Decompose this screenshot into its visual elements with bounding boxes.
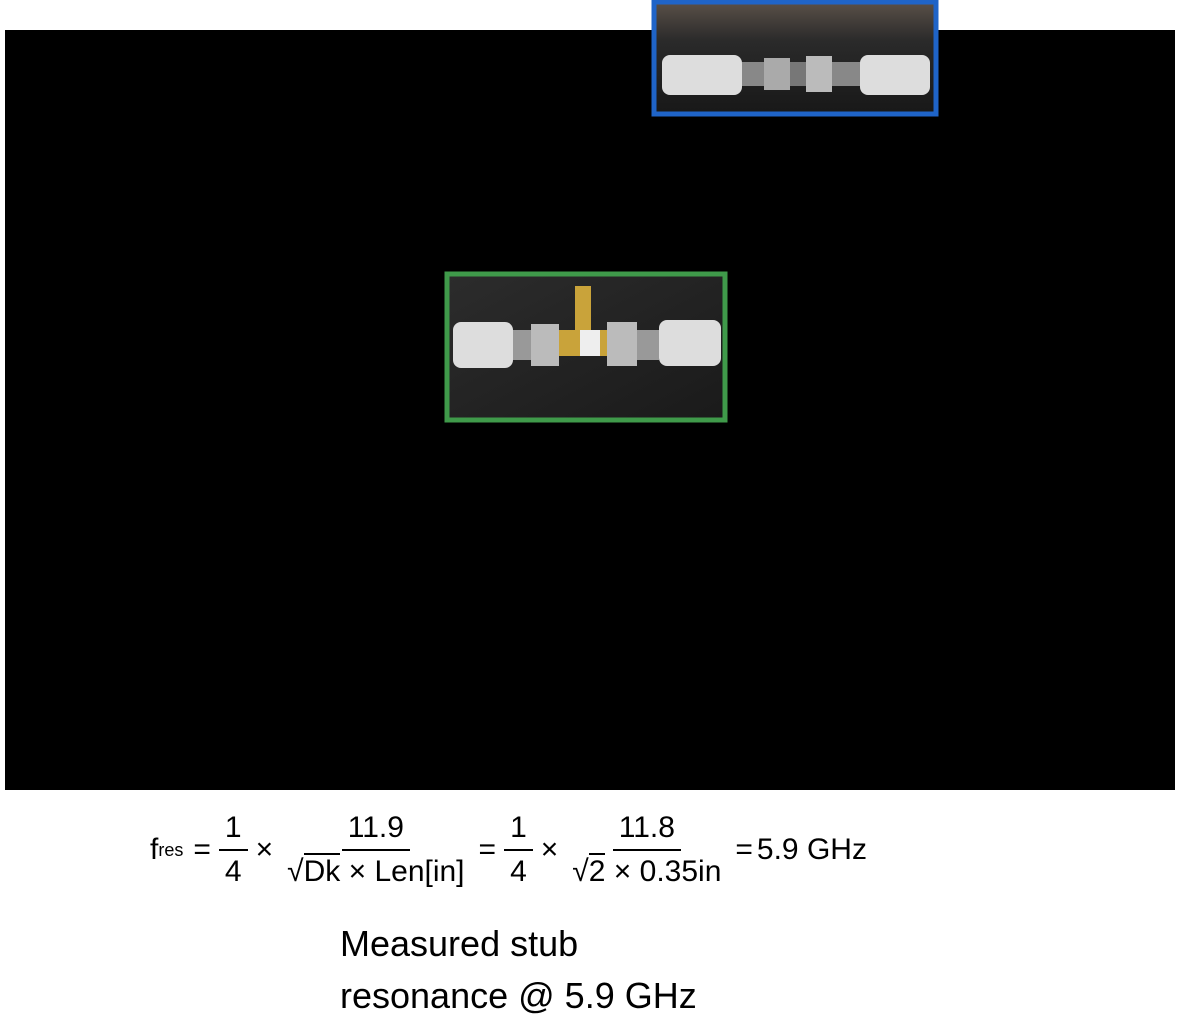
formula-times: × bbox=[540, 833, 559, 866]
formula-eq: = bbox=[478, 833, 497, 866]
root: √ bbox=[287, 855, 304, 888]
denominator: 4 bbox=[510, 855, 527, 888]
photo-inset-thru bbox=[651, 0, 939, 117]
fraction: 11.9 √Dk × Len[in] bbox=[281, 809, 470, 891]
caption: Measured stub resonance @ 5.9 GHz bbox=[340, 918, 697, 1022]
formula-sub: res bbox=[158, 839, 184, 860]
photo-inset-stub bbox=[444, 271, 728, 423]
formula-f: f bbox=[150, 833, 159, 866]
denominator: 4 bbox=[224, 855, 242, 888]
denominator-rest: × Len[in] bbox=[348, 855, 465, 888]
numerator: 1 bbox=[218, 809, 248, 851]
chart bbox=[5, 0, 1175, 790]
caption-line: resonance @ 5.9 GHz bbox=[340, 975, 697, 1016]
formula-times: × bbox=[255, 833, 274, 866]
radicand: Dk bbox=[303, 853, 341, 888]
denominator-rest: × 0.35in bbox=[613, 855, 722, 888]
numerator: 1 bbox=[504, 809, 533, 851]
denominator: √Dk × Len[in] bbox=[281, 851, 470, 891]
numerator: 11.8 bbox=[612, 809, 681, 851]
radicand: 2 bbox=[588, 853, 606, 888]
denominator: √2 × 0.35in bbox=[566, 851, 727, 891]
caption-line: Measured stub bbox=[340, 923, 579, 964]
formula-result: 5.9 GHz bbox=[756, 833, 867, 866]
fraction: 11.8 √2 × 0.35in bbox=[566, 809, 727, 891]
formula-eq: = bbox=[193, 833, 211, 866]
root: √ bbox=[572, 855, 589, 888]
numerator: 11.9 bbox=[341, 809, 410, 851]
formula-eq: = bbox=[735, 833, 753, 866]
